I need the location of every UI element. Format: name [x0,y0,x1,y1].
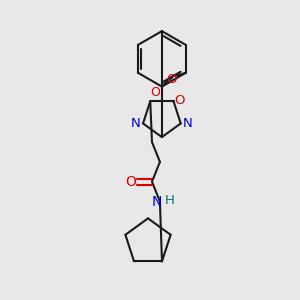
Text: O: O [174,94,185,107]
Text: H: H [165,194,175,207]
Text: N: N [152,194,162,208]
Text: O: O [150,86,160,99]
Text: N: N [183,117,193,130]
Text: N: N [131,117,141,130]
Text: O: O [166,73,176,86]
Text: O: O [126,175,136,189]
